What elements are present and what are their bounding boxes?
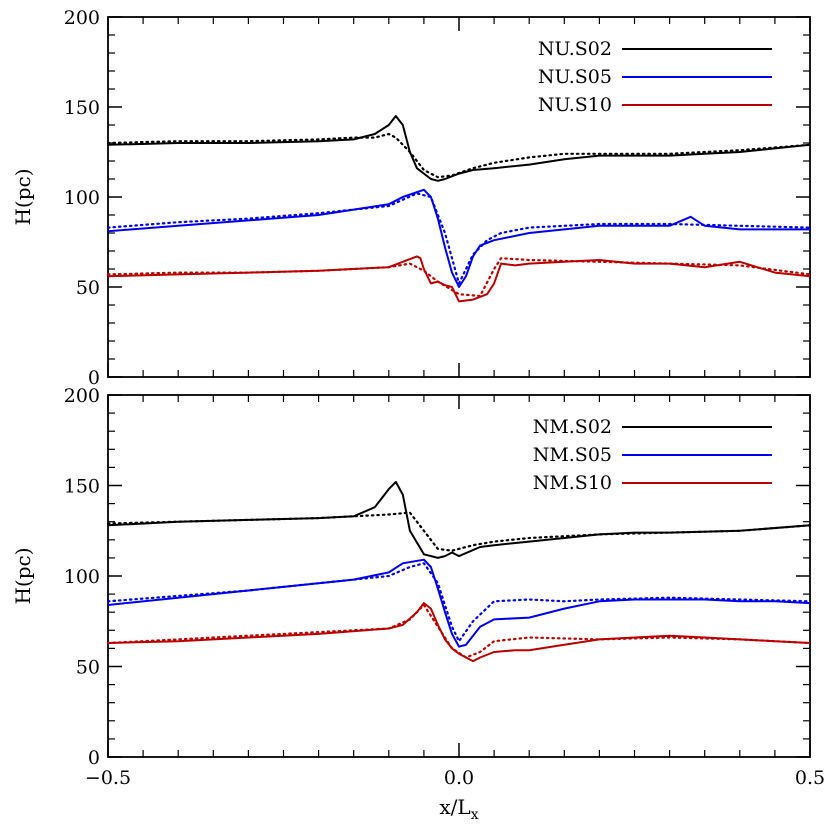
bottom-x-axis-label: x/Lx [439,795,478,823]
dotted-series-line [106,192,812,285]
top-panel-ticks: 0 50 100 150 200 [64,7,811,389]
bottom-panel-series [106,480,812,663]
top-panel-legend: NU.S02 NU.S05 NU.S10 [538,38,772,116]
series-line-nu-s10 [107,255,811,303]
x-tick-label: 0.5 [795,767,825,789]
y-tick-label: 100 [64,187,100,209]
y-tick-label: 200 [64,7,100,29]
dotted-series-line [106,562,812,643]
legend-label: NU.S02 [538,38,612,60]
y-tick-label: 0 [88,747,100,769]
dotted-series-line [106,511,812,552]
bottom-panel: 0 50 100 150 200 −0.5 0.0 0.5 NM.S02 NM.S05 NM.S1… [11,385,825,823]
legend-label: NM.S05 [533,444,612,466]
x-tick-label: 0.0 [444,767,474,789]
legend-label: NM.S10 [533,472,612,494]
bottom-y-axis-label: H(pc) [11,547,35,604]
y-tick-label: 50 [76,277,100,299]
y-tick-label: 200 [64,385,100,407]
legend-label: NU.S05 [538,66,612,88]
y-tick-label: 150 [64,476,100,498]
legend-label: NU.S10 [538,94,612,116]
y-tick-label: 150 [64,97,100,119]
y-tick-label: 100 [64,566,100,588]
y-tick-label: 0 [88,367,100,389]
x-axis-label-main: x/L [439,795,470,819]
x-tick-label: −0.5 [85,767,131,789]
dotted-series-line [106,257,812,298]
bottom-panel-legend: NM.S02 NM.S05 NM.S10 [533,416,772,494]
dotted-series-line [106,132,812,179]
top-panel-series [106,115,812,303]
dotted-series-line [106,603,812,659]
top-y-axis-label: H(pc) [11,168,35,225]
x-axis-label-subscript: x [471,807,479,823]
y-tick-label: 50 [76,657,100,679]
legend-label: NM.S02 [533,416,612,438]
top-panel: 0 50 100 150 200 NU.S02 NU.S05 NU.S10 H(pc) [11,7,812,389]
bottom-panel-ticks: 0 50 100 150 200 −0.5 0.0 0.5 [64,385,825,789]
